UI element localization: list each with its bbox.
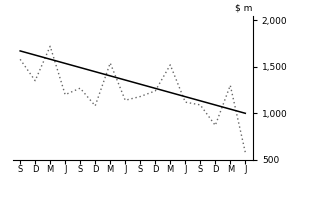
Text: $ m: $ m <box>235 4 253 13</box>
